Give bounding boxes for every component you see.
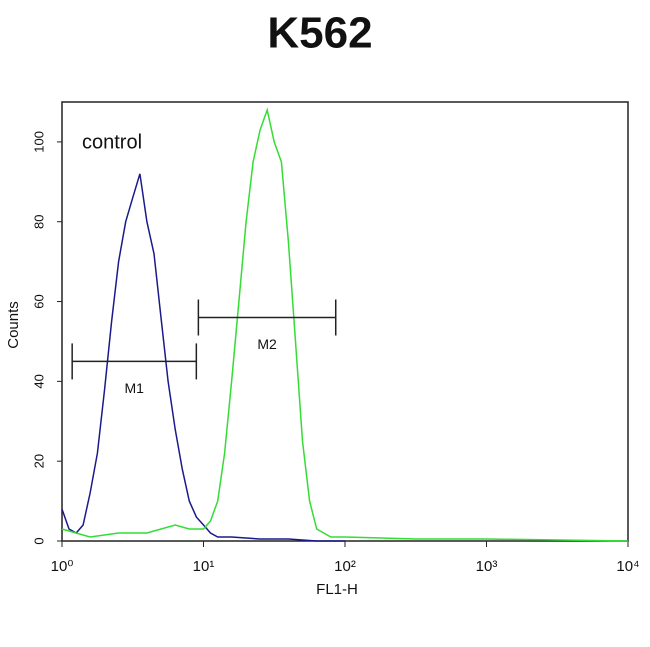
y-tick-label: 100 xyxy=(31,131,46,153)
series-line xyxy=(61,107,629,542)
y-tick-label: 0 xyxy=(31,537,46,544)
x-tick-label: 10¹ xyxy=(193,558,215,575)
series-line xyxy=(61,173,345,542)
y-tick-label: 20 xyxy=(31,454,46,468)
y-axis-label: Counts xyxy=(5,301,22,349)
y-tick-label: 80 xyxy=(31,214,46,228)
x-axis-label: FL1-H xyxy=(316,581,358,598)
x-tick-label: 10⁰ xyxy=(51,558,74,575)
series-label: control xyxy=(82,131,142,153)
gate-label: M2 xyxy=(257,336,277,352)
y-tick-label: 60 xyxy=(31,294,46,308)
y-tick-label: 40 xyxy=(31,374,46,388)
x-tick-label: 10³ xyxy=(476,558,498,575)
x-tick-label: 10² xyxy=(334,558,356,575)
gate-label: M1 xyxy=(125,380,145,396)
x-tick-label: 10⁴ xyxy=(616,558,639,575)
plot-frame xyxy=(61,101,629,542)
chart-title: K562 xyxy=(267,9,372,58)
